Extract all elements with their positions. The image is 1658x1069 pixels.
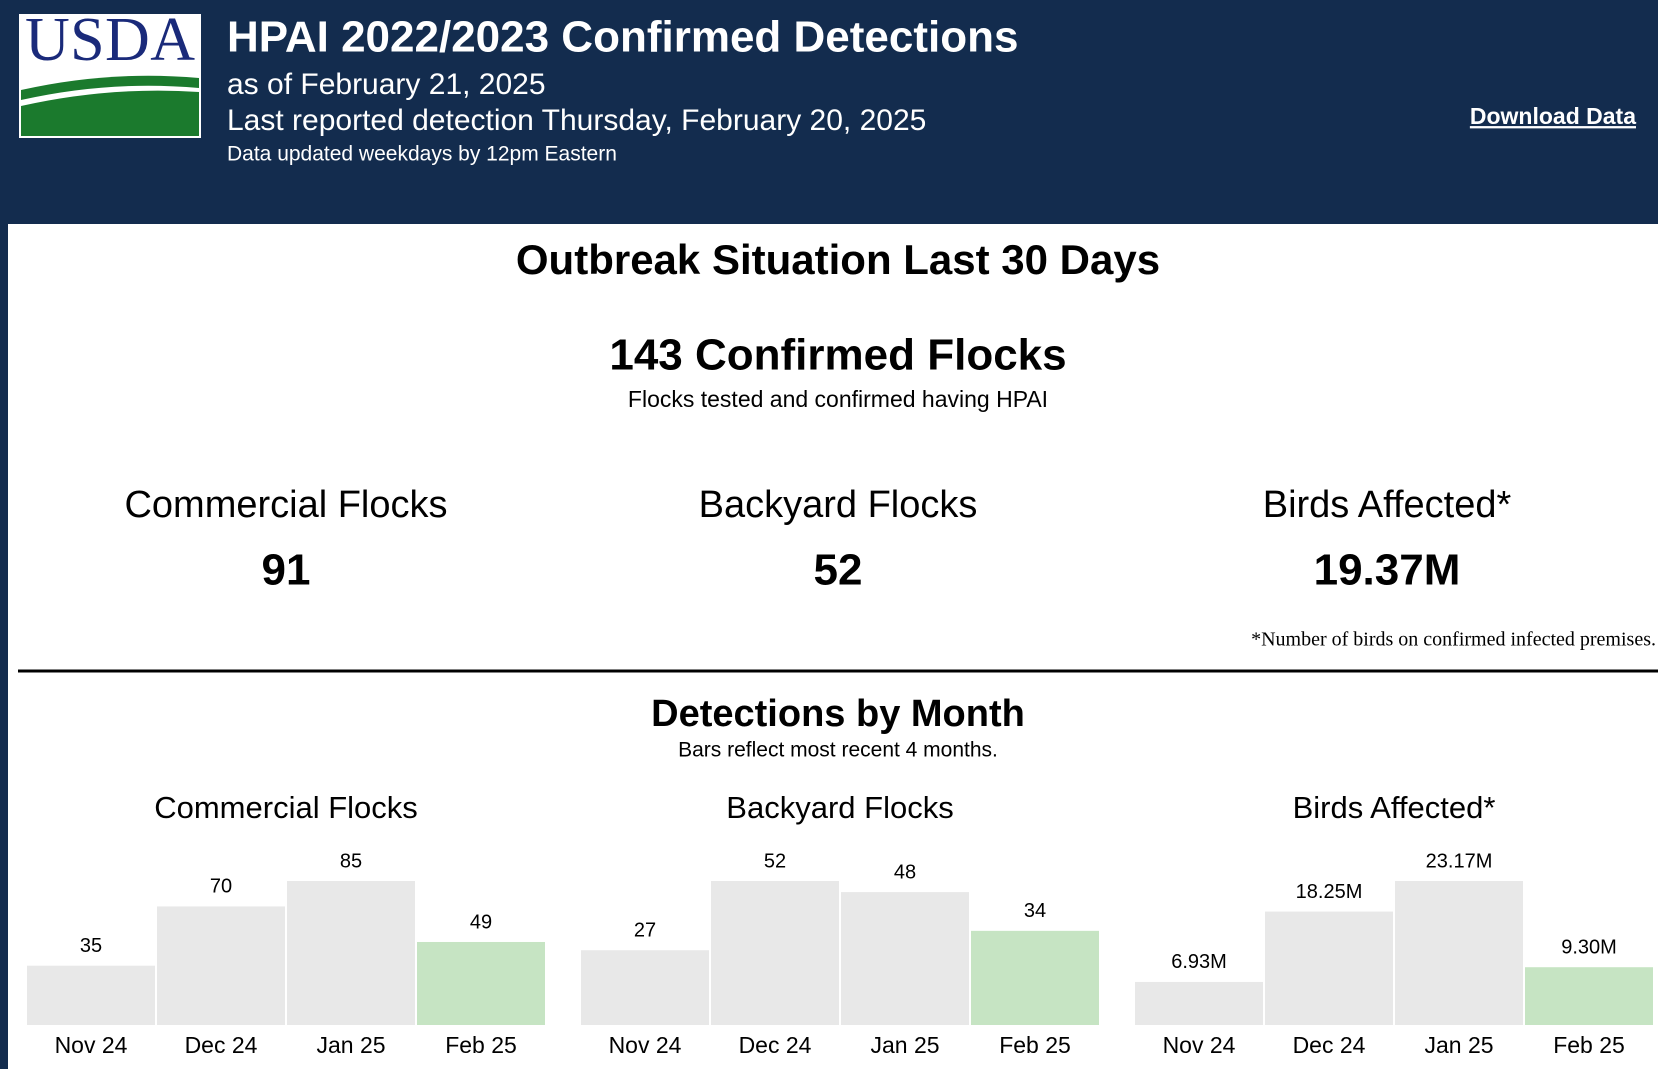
bar bbox=[157, 906, 285, 1025]
footnote: *Number of birds on confirmed infected p… bbox=[1251, 629, 1656, 651]
bar bbox=[971, 930, 1099, 1025]
x-tick-label: Dec 24 bbox=[185, 1032, 258, 1058]
stat-value: 19.37M bbox=[1314, 546, 1461, 595]
value-label: 35 bbox=[80, 935, 102, 957]
bar bbox=[711, 881, 839, 1025]
chart-title: Backyard Flocks bbox=[726, 790, 953, 825]
value-label: 27 bbox=[634, 920, 656, 942]
last-reported: Last reported detection Thursday, Februa… bbox=[227, 104, 926, 137]
logo-text: USDA bbox=[25, 6, 195, 74]
bar bbox=[1395, 881, 1523, 1025]
value-label: 48 bbox=[894, 861, 916, 883]
x-tick-label: Jan 25 bbox=[1424, 1032, 1493, 1058]
value-label: 23.17M bbox=[1426, 850, 1493, 872]
value-label: 85 bbox=[340, 850, 362, 872]
total-note: Flocks tested and confirmed having HPAI bbox=[628, 386, 1048, 412]
bar bbox=[1525, 967, 1653, 1025]
update-note: Data updated weekdays by 12pm Eastern bbox=[227, 143, 617, 166]
stat-label: Commercial Flocks bbox=[124, 484, 447, 526]
x-tick-label: Nov 24 bbox=[55, 1032, 128, 1058]
value-label: 52 bbox=[764, 850, 786, 872]
logo-field bbox=[21, 75, 199, 136]
x-tick-label: Feb 25 bbox=[445, 1032, 517, 1058]
x-tick-label: Nov 24 bbox=[1163, 1032, 1236, 1058]
x-tick-label: Dec 24 bbox=[1293, 1032, 1366, 1058]
bar bbox=[581, 950, 709, 1025]
chart-title: Birds Affected* bbox=[1293, 790, 1496, 825]
bar bbox=[841, 892, 969, 1025]
chart-title: Commercial Flocks bbox=[154, 790, 418, 825]
monthly-note: Bars reflect most recent 4 months. bbox=[678, 739, 998, 762]
bar bbox=[1265, 911, 1393, 1025]
as-of: as of February 21, 2025 bbox=[227, 68, 546, 101]
value-label: 6.93M bbox=[1171, 951, 1227, 973]
bar bbox=[287, 881, 415, 1025]
value-label: 49 bbox=[470, 911, 492, 933]
bar bbox=[1135, 981, 1263, 1025]
stat-value: 91 bbox=[262, 546, 311, 595]
summary-heading: Outbreak Situation Last 30 Days bbox=[516, 236, 1160, 283]
bar bbox=[417, 941, 545, 1025]
header-bar bbox=[0, 0, 1658, 224]
x-tick-label: Nov 24 bbox=[609, 1032, 682, 1058]
x-tick-label: Dec 24 bbox=[739, 1032, 812, 1058]
x-tick-label: Jan 25 bbox=[870, 1032, 939, 1058]
value-label: 9.30M bbox=[1561, 936, 1617, 958]
left-border bbox=[0, 0, 8, 1069]
stat-label: Birds Affected* bbox=[1263, 484, 1512, 526]
total-flocks: 143 Confirmed Flocks bbox=[609, 331, 1066, 380]
value-label: 70 bbox=[210, 876, 232, 898]
logo-stripe bbox=[21, 85, 199, 106]
download-link[interactable]: Download Data bbox=[1470, 103, 1636, 129]
monthly-heading: Detections by Month bbox=[651, 693, 1025, 735]
stat-label: Backyard Flocks bbox=[699, 484, 978, 526]
stat-value: 52 bbox=[814, 546, 863, 595]
logo: USDA bbox=[19, 6, 201, 138]
header-title: HPAI 2022/2023 Confirmed Detections bbox=[227, 13, 1018, 62]
value-label: 18.25M bbox=[1296, 881, 1363, 903]
x-tick-label: Feb 25 bbox=[999, 1032, 1071, 1058]
value-label: 34 bbox=[1024, 900, 1046, 922]
x-tick-label: Jan 25 bbox=[316, 1032, 385, 1058]
x-tick-label: Feb 25 bbox=[1553, 1032, 1625, 1058]
bar bbox=[27, 965, 155, 1025]
